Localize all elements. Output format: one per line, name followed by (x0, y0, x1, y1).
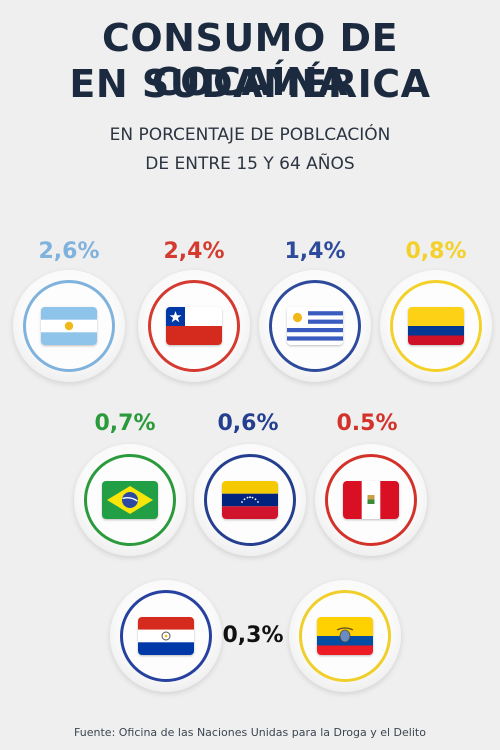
badge-ring (148, 280, 240, 372)
flag-badge-argentina (13, 270, 125, 382)
value-label-uruguay: 1,4% (284, 239, 346, 264)
flag-badge-paraguay (110, 580, 222, 692)
value-label-peru: 0.5% (336, 411, 398, 436)
flag-badge-chile (138, 270, 250, 382)
chart-title-line-1: CONSUMO DE COCAÍNA (101, 16, 399, 104)
flag-badge-brazil (74, 444, 186, 556)
flag-badge-uruguay (259, 270, 371, 382)
value-label-colombia: 0,8% (405, 239, 467, 264)
badge-ring (120, 590, 212, 682)
value-label-brazil: 0,7% (94, 411, 156, 436)
peru-flag (343, 481, 399, 519)
venezuela-flag (222, 481, 278, 519)
flag-badge-peru (315, 444, 427, 556)
value-label-argentina: 2,6% (38, 239, 100, 264)
flag-badge-colombia (380, 270, 492, 382)
badge-ring (204, 454, 296, 546)
value-label-venezuela: 0,6% (217, 411, 279, 436)
flag-badge-ecuador (289, 580, 401, 692)
chart-title-line-2: EN SUDAMÉRICA (69, 62, 431, 106)
ecuador-flag (317, 617, 373, 655)
chart-subtitle-line-1: EN PORCENTAJE DE POBLCACIÓN (109, 125, 391, 145)
chart-subtitle-line-2: DE ENTRE 15 Y 64 AÑOS (145, 154, 355, 174)
brazil-flag (102, 481, 158, 519)
value-label-paraguay-ecuador: 0,3% (222, 623, 284, 648)
flag-badge-venezuela (194, 444, 306, 556)
badge-ring (325, 454, 417, 546)
badge-ring (269, 280, 361, 372)
badge-ring (299, 590, 391, 682)
chile-flag (166, 307, 222, 345)
colombia-flag (408, 307, 464, 345)
argentina-flag (41, 307, 97, 345)
badge-ring (390, 280, 482, 372)
value-label-chile: 2,4% (163, 239, 225, 264)
uruguay-flag (287, 307, 343, 345)
badge-ring (84, 454, 176, 546)
badge-ring (23, 280, 115, 372)
paraguay-flag (138, 617, 194, 655)
source-footnote: Fuente: Oficina de las Naciones Unidas p… (74, 726, 426, 739)
